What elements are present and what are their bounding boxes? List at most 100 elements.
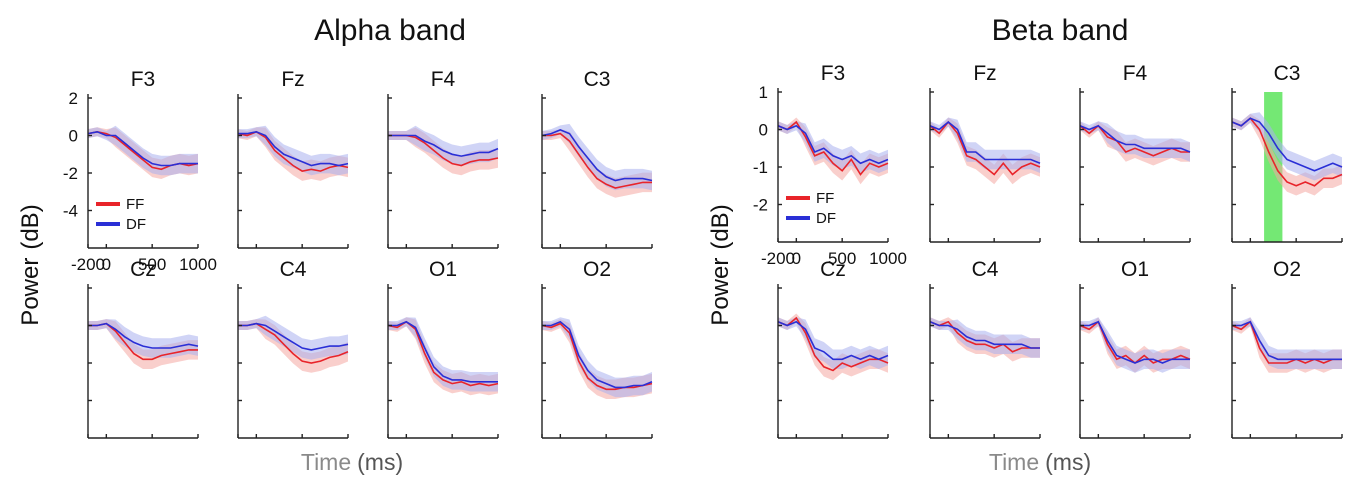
legend-label-ff: FF — [126, 196, 144, 213]
band-df — [1232, 112, 1342, 181]
series-line-df — [929, 321, 1040, 349]
x-axis-label-main: Time — [301, 449, 351, 475]
subplot-title: O2 — [1273, 258, 1301, 281]
x-axis-label: Time (ms) — [989, 449, 1091, 475]
subplot-title: Cz — [130, 258, 156, 281]
series-line-ff — [929, 320, 1040, 353]
band-df — [542, 317, 652, 398]
y-axis-label-main: Power — [17, 258, 44, 326]
band-df — [778, 121, 888, 173]
series-line-df — [388, 134, 499, 157]
series-line-df — [238, 322, 349, 351]
y-axis-label-unit: (dB) — [707, 204, 734, 249]
subplot-title: O1 — [429, 258, 457, 281]
legend-label-ff: FF — [816, 190, 834, 207]
band-df — [930, 317, 1040, 358]
subplot-title: F3 — [821, 62, 846, 85]
subplot-f4: F4 — [1079, 62, 1191, 243]
series-line-df — [388, 320, 498, 383]
series-line-ff — [777, 120, 889, 176]
subplot-fz: Fz — [237, 68, 349, 249]
band-df — [1080, 317, 1190, 373]
x-axis-label-unit: (ms) — [357, 449, 403, 475]
series-line-df — [777, 320, 889, 361]
y-tick-label: 0 — [759, 121, 768, 140]
band-df — [778, 317, 888, 369]
subplot-title: F4 — [1123, 62, 1148, 85]
subplot-title: C3 — [1274, 62, 1301, 85]
y-tick-label: -1 — [753, 158, 768, 177]
subplot-c3: C3 — [541, 68, 653, 249]
subplot-o2: O2 — [541, 258, 653, 439]
subplot-f4: F4 — [387, 68, 499, 249]
band-df — [930, 117, 1040, 173]
y-tick-label: 2 — [69, 89, 78, 108]
y-tick-label: 0 — [69, 127, 78, 146]
series-line-ff — [929, 120, 1041, 176]
subplot-title: O1 — [1121, 258, 1149, 281]
series-line-ff — [777, 316, 889, 372]
x-axis-label-unit: (ms) — [1045, 449, 1091, 475]
legend-label-df: DF — [126, 216, 146, 233]
x-axis-label-main: Time — [989, 449, 1039, 475]
y-axis-label: Power (dB) — [17, 204, 44, 325]
band-df — [388, 317, 498, 392]
x-tick-label: 1000 — [179, 255, 217, 274]
series-line-df — [1231, 117, 1343, 172]
series-line-df — [238, 130, 349, 167]
subplot-o2: O2 — [1231, 258, 1343, 439]
series-line-df — [777, 124, 889, 165]
subplot-o1: O1 — [387, 258, 499, 439]
panel-title: Beta band — [992, 14, 1129, 47]
x-tick-label: 500 — [138, 255, 166, 274]
series-line-df — [88, 322, 199, 349]
y-tick-label: -2 — [753, 196, 768, 215]
subplot-fz: Fz — [929, 62, 1041, 243]
y-axis-label-main: Power — [707, 258, 734, 326]
y-tick-label: 1 — [759, 83, 768, 102]
subplot-title: F4 — [431, 68, 456, 91]
x-axis-label: Time (ms) — [301, 449, 403, 475]
subplot-c4: C4 — [237, 258, 349, 439]
series-line-df — [1080, 320, 1190, 364]
y-tick-label: -4 — [63, 202, 78, 221]
series-line-ff — [541, 322, 653, 391]
band-ff — [1232, 113, 1342, 196]
subplot-title: C3 — [584, 68, 611, 91]
x-tick-label: -200 — [71, 255, 105, 274]
subplot-title: Fz — [973, 62, 996, 85]
series-line-df — [542, 320, 653, 389]
subplot-title: O2 — [583, 258, 611, 281]
y-tick-label: -2 — [63, 164, 78, 183]
subplot-o1: O1 — [1079, 258, 1191, 439]
subplot-cz: Cz — [777, 258, 889, 439]
legend-label-df: DF — [816, 210, 836, 227]
x-tick-label: 0 — [102, 255, 111, 274]
subplot-title: C4 — [280, 258, 307, 281]
series-line-df — [87, 130, 198, 167]
subplot-c3: C3 — [1231, 62, 1343, 243]
x-tick-label: 500 — [828, 249, 856, 268]
subplot-title: C4 — [972, 258, 999, 281]
series-line-df — [929, 120, 1041, 165]
subplot-c4: C4 — [929, 258, 1041, 439]
y-axis-label: Power (dB) — [707, 204, 734, 325]
band-df — [1232, 317, 1342, 369]
subplot-cz: Cz — [87, 258, 199, 439]
x-tick-label: 1000 — [869, 249, 907, 268]
series-line-ff — [542, 132, 652, 189]
series-line-df — [1232, 320, 1342, 361]
subplot-title: Cz — [820, 258, 846, 281]
series-line-df — [541, 129, 653, 182]
y-axis-label-unit: (dB) — [17, 204, 44, 249]
series-line-df — [1079, 124, 1191, 153]
x-tick-label: -200 — [761, 249, 795, 268]
subplot-title: Fz — [281, 68, 304, 91]
subplot-title: F3 — [131, 68, 156, 91]
panel-title: Alpha band — [314, 14, 466, 47]
